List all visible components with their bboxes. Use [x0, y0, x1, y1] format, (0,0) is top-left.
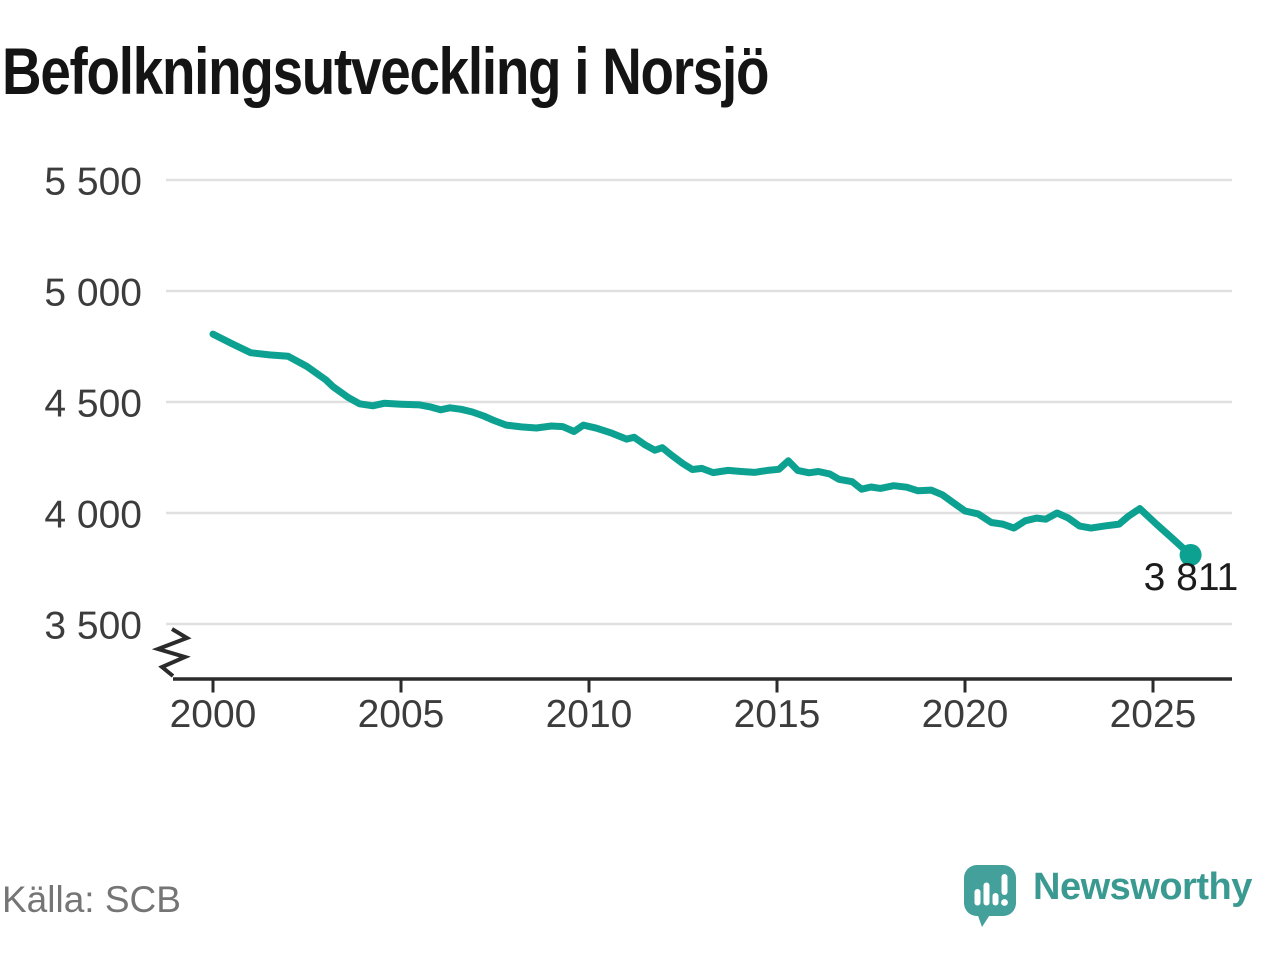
newsworthy-logo: Newsworthy [961, 860, 1277, 930]
population-line [209, 330, 1195, 559]
axis-break-icon [151, 627, 192, 678]
axis-labels: 5 500 5 000 4 500 4 000 3 500 2000 2005 2010 201… [44, 161, 1196, 737]
data-series [209, 330, 1202, 566]
newsworthy-wordmark: Newsworthy [1033, 866, 1252, 908]
chart-title: Befolkningsutveckling i Norsjö [2, 34, 769, 108]
axes [173, 677, 1232, 693]
x-tick-label: 2020 [922, 693, 1009, 736]
end-point-dot [1179, 543, 1202, 566]
y-tick-label: 4 500 [44, 383, 142, 426]
y-tick-label: 4 000 [44, 494, 142, 537]
x-tick-label: 2000 [170, 693, 257, 736]
newsworthy-bubble-chart-icon [964, 865, 1016, 927]
end-value-label: 3 811 [1143, 556, 1239, 599]
gridlines [166, 178, 1232, 626]
source-note: Källa: SCB [2, 879, 181, 920]
y-tick-label: 5 000 [44, 272, 142, 315]
x-tick-label: 2010 [546, 693, 633, 736]
y-tick-label: 3 500 [44, 605, 142, 648]
x-tick-label: 2015 [734, 693, 821, 736]
y-tick-label: 5 500 [44, 161, 142, 204]
x-tick-label: 2005 [358, 693, 445, 736]
x-tick-label: 2025 [1110, 693, 1197, 736]
